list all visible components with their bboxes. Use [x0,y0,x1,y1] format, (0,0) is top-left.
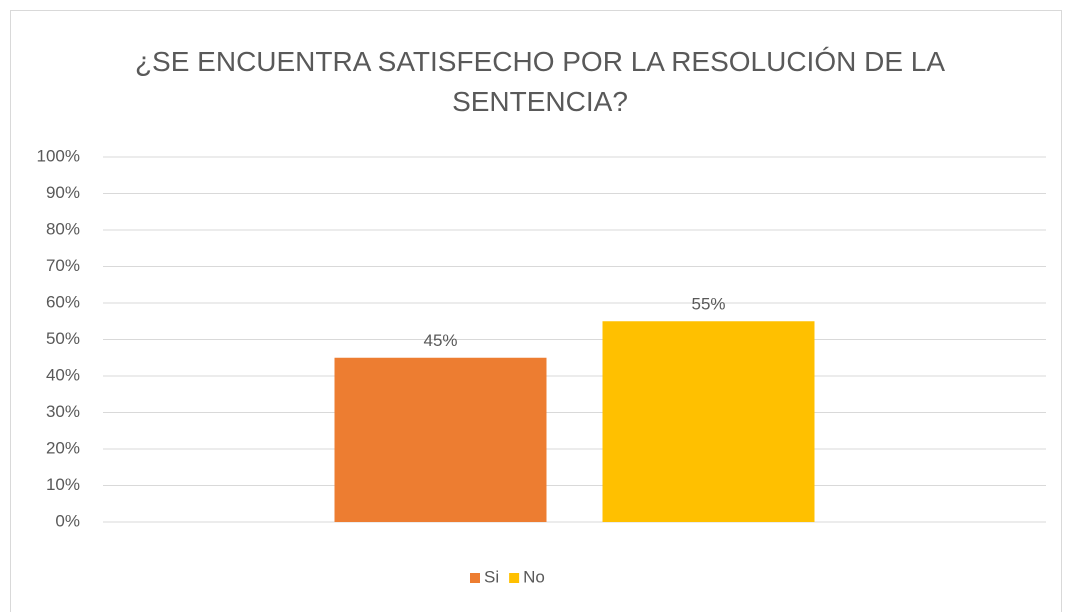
y-tick-label: 100% [37,146,80,165]
y-tick-label: 30% [46,402,80,421]
y-tick-label: 80% [46,219,80,238]
y-tick-label: 0% [55,511,80,530]
data-label: 45% [423,331,457,350]
y-tick-label: 90% [46,183,80,202]
bar [602,321,815,522]
legend-label: No [523,567,545,586]
legend-label: Si [484,567,499,586]
legend-swatch [470,573,480,583]
y-tick-label: 40% [46,365,80,384]
y-tick-label: 50% [46,329,80,348]
chart-border [10,10,1062,612]
y-tick-label: 70% [46,256,80,275]
chart-title: ¿SE ENCUENTRA SATISFECHO POR LA RESOLUCI… [134,46,946,117]
y-tick-label: 10% [46,475,80,494]
bar [334,357,547,522]
y-tick-label: 60% [46,292,80,311]
legend-swatch [509,573,520,583]
y-tick-label: 20% [46,438,80,457]
data-label: 55% [691,295,725,314]
